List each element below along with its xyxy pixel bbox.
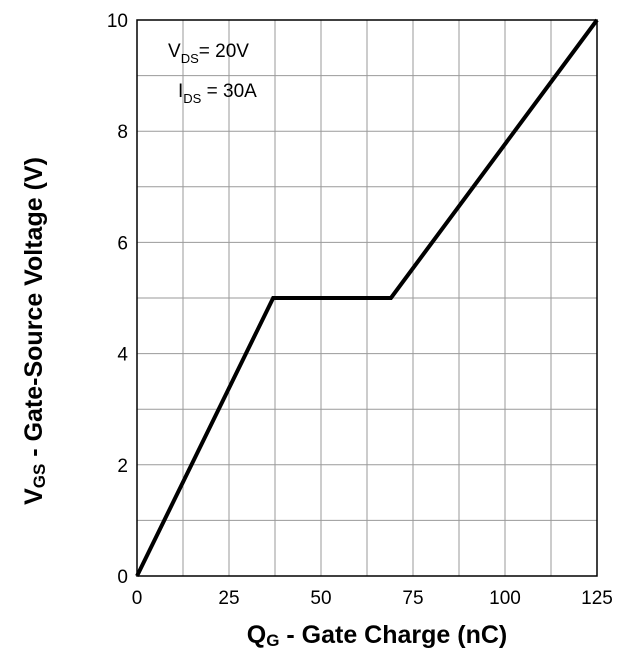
x-tick-label: 125 bbox=[581, 588, 613, 609]
y-tick-labels: 0 2 4 6 8 10 bbox=[107, 11, 129, 588]
x-tick-label: 0 bbox=[132, 588, 143, 609]
y-tick-label: 0 bbox=[117, 567, 128, 588]
x-tick-label: 75 bbox=[402, 588, 423, 609]
y-axis-title: VGS - Gate-Source Voltage (V) bbox=[20, 157, 49, 505]
plot-frame bbox=[136, 19, 598, 577]
y-tick-label: 2 bbox=[117, 456, 128, 477]
series-line-vgs bbox=[135, 18, 599, 577]
x-axis-title: QG - Gate Charge (nC) bbox=[247, 621, 507, 650]
x-tick-labels: 0 25 50 75 100 125 bbox=[132, 588, 613, 609]
y-tick-label: 8 bbox=[117, 122, 128, 143]
x-tick-label: 25 bbox=[218, 588, 239, 609]
x-tick-label: 50 bbox=[310, 588, 331, 609]
y-tick-label: 4 bbox=[117, 345, 128, 366]
annotation-ids: IDS = 30A bbox=[178, 81, 257, 106]
annotation-vds: VDS= 20V bbox=[168, 41, 249, 66]
y-tick-label: 10 bbox=[107, 11, 128, 32]
x-tick-label: 100 bbox=[489, 588, 521, 609]
y-tick-label: 6 bbox=[117, 233, 128, 254]
